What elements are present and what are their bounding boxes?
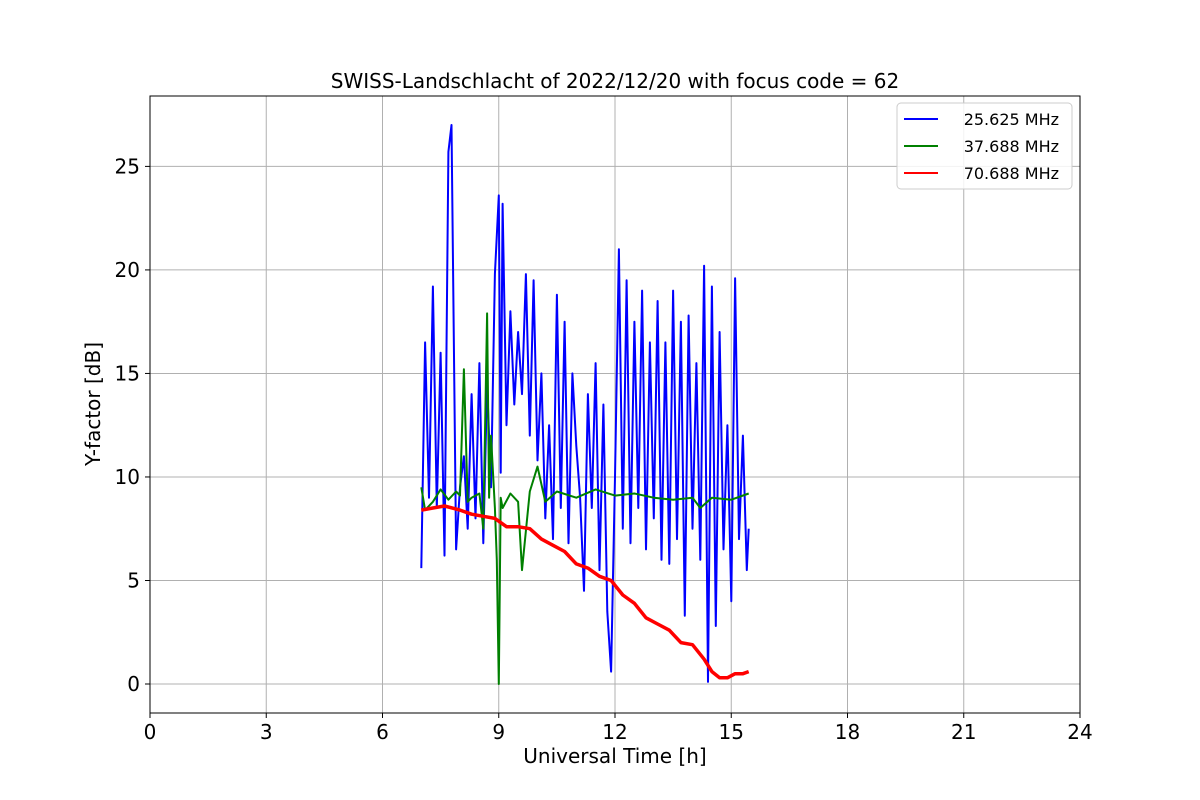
x-tick-label: 15 bbox=[719, 720, 744, 744]
x-axis: 0 3 6 9 12 15 18 21 24 bbox=[144, 713, 1093, 744]
series-line bbox=[420, 312, 750, 685]
series-layer bbox=[420, 124, 750, 685]
x-tick-label: 12 bbox=[602, 720, 627, 744]
series-line bbox=[420, 124, 750, 683]
legend-label: 70.688 MHz bbox=[964, 164, 1059, 183]
series-70-688-mhz bbox=[420, 504, 750, 680]
series-line bbox=[420, 504, 750, 680]
legend: 25.625 MHz 37.688 MHz 70.688 MHz bbox=[896, 102, 1073, 190]
legend-box bbox=[896, 102, 1073, 190]
x-tick-label: 3 bbox=[260, 720, 273, 744]
legend-label: 37.688 MHz bbox=[964, 137, 1059, 156]
x-tick-label: 21 bbox=[951, 720, 976, 744]
y-axis-label: Y-factor [dB] bbox=[81, 342, 105, 467]
series-25-625-mhz bbox=[420, 124, 750, 683]
y-tick-label: 15 bbox=[115, 361, 140, 385]
x-axis-label: Universal Time [h] bbox=[523, 744, 706, 768]
y-tick-label: 0 bbox=[127, 672, 140, 696]
y-tick-label: 5 bbox=[127, 568, 140, 592]
series-37-688-mhz bbox=[420, 312, 750, 685]
y-axis: 0 5 10 15 20 25 bbox=[115, 154, 150, 696]
y-tick-label: 25 bbox=[115, 154, 140, 178]
x-tick-label: 24 bbox=[1067, 720, 1092, 744]
x-tick-label: 0 bbox=[144, 720, 157, 744]
y-tick-label: 20 bbox=[115, 258, 140, 282]
x-tick-label: 18 bbox=[835, 720, 860, 744]
legend-label: 25.625 MHz bbox=[964, 110, 1059, 129]
x-tick-label: 9 bbox=[492, 720, 505, 744]
chart-title: SWISS-Landschlacht of 2022/12/20 with fo… bbox=[331, 69, 899, 93]
y-tick-label: 10 bbox=[115, 465, 140, 489]
x-tick-label: 6 bbox=[376, 720, 389, 744]
